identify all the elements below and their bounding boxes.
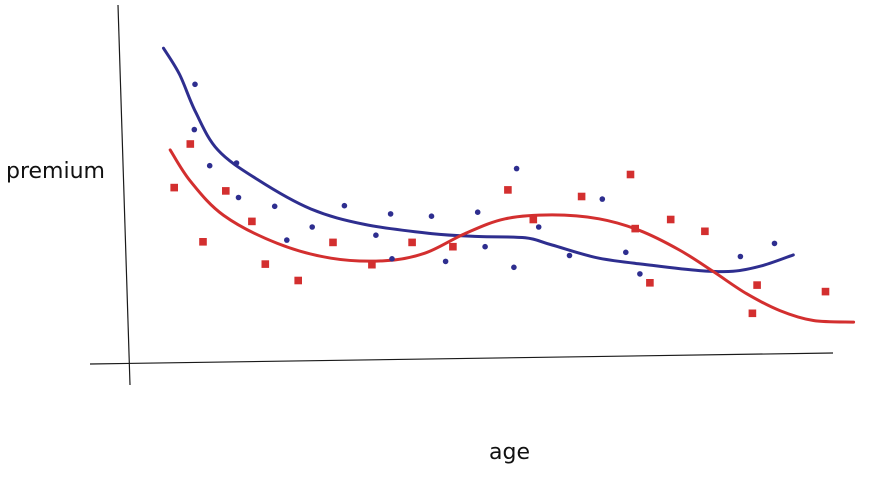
data-point-2-12 <box>504 186 512 194</box>
data-point-1-12 <box>389 255 395 262</box>
data-point-1-23 <box>637 271 643 277</box>
data-point-2-11 <box>449 242 457 251</box>
data-point-2-18 <box>666 215 675 224</box>
data-point-2-20 <box>753 281 761 289</box>
data-point-1-15 <box>474 209 481 215</box>
y-axis-label: premium <box>6 159 105 184</box>
data-point-1-3 <box>206 162 213 169</box>
data-point-1-13 <box>428 213 435 219</box>
data-point-1-6 <box>271 203 278 210</box>
data-point-2-8 <box>329 238 337 247</box>
data-point-1-24 <box>737 253 744 260</box>
data-point-1-8 <box>309 224 316 230</box>
data-point-1-25 <box>771 240 778 247</box>
data-point-2-5 <box>248 217 256 226</box>
data-point-1-22 <box>623 249 629 256</box>
data-point-1-10 <box>373 232 379 238</box>
data-point-1-17 <box>511 264 517 271</box>
data-point-1-18 <box>513 165 520 172</box>
data-point-2-14 <box>577 192 586 201</box>
y-axis <box>117 4 131 386</box>
data-point-2-13 <box>529 215 538 224</box>
data-point-1-4 <box>233 160 240 166</box>
x-axis <box>89 352 834 365</box>
data-point-2-21 <box>748 309 757 318</box>
data-point-1-1 <box>192 81 198 88</box>
data-point-2-17 <box>646 279 654 287</box>
data-point-1-19 <box>535 224 542 230</box>
data-point-2-6 <box>261 260 270 268</box>
data-points <box>170 81 830 318</box>
data-point-2-19 <box>701 227 709 236</box>
data-point-1-7 <box>284 237 290 243</box>
data-point-2-10 <box>408 238 416 247</box>
x-axis-label: age <box>489 440 530 465</box>
trend-curve-2 <box>168 148 856 324</box>
data-point-1-11 <box>387 211 394 217</box>
data-point-2-3 <box>199 238 207 246</box>
data-point-2-9 <box>368 260 376 269</box>
data-point-1-14 <box>442 258 449 265</box>
data-point-1-16 <box>482 243 488 250</box>
data-point-1-9 <box>341 202 348 209</box>
trend-curves <box>162 46 856 324</box>
data-point-1-21 <box>599 196 606 202</box>
data-point-2-4 <box>222 187 230 195</box>
data-point-2-1 <box>170 183 178 192</box>
data-point-2-7 <box>294 276 302 285</box>
trend-curve-1 <box>162 46 795 274</box>
data-point-2-2 <box>186 140 195 148</box>
data-point-1-20 <box>566 252 573 259</box>
data-point-2-16 <box>631 224 639 233</box>
data-point-2-22 <box>821 287 830 296</box>
data-point-2-15 <box>626 170 635 179</box>
data-point-1-2 <box>191 126 198 133</box>
data-point-1-5 <box>235 194 242 201</box>
